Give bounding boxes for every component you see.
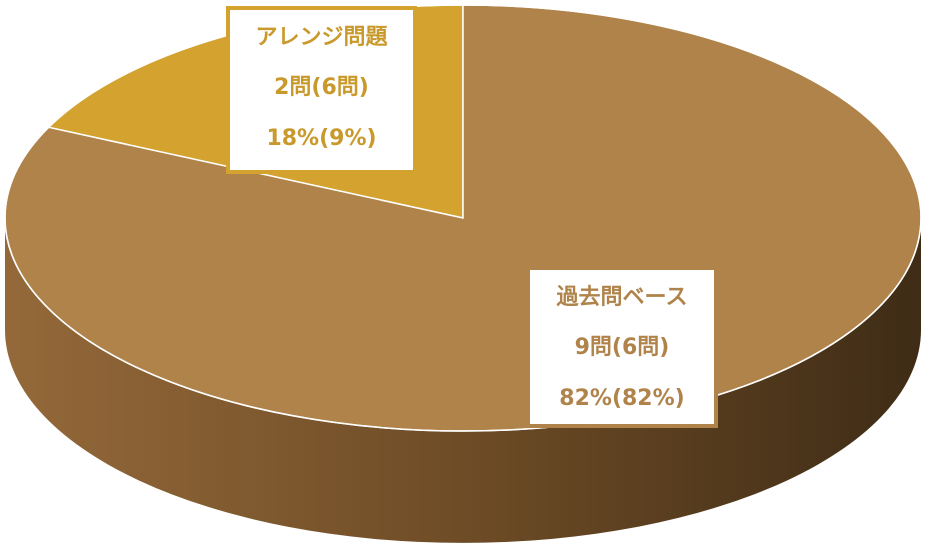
label-box [226,6,417,174]
count-label: 2問(6問) [274,75,369,100]
value-label: 18%(9%) [266,126,376,151]
pie-side [5,218,921,543]
count-label: 9問(6問) [575,335,670,360]
category-label: 過去問ベース [557,284,688,310]
label-box [526,266,718,428]
pie-rim [4,4,922,432]
pie [4,4,922,543]
value-label: 82%(82%) [559,386,684,411]
labels: アレンジ問題 2問(6問) 18%(9%) 過去問ベース 9問(6問) 82%(82%) [226,6,718,428]
category-label: アレンジ問題 [255,25,388,50]
